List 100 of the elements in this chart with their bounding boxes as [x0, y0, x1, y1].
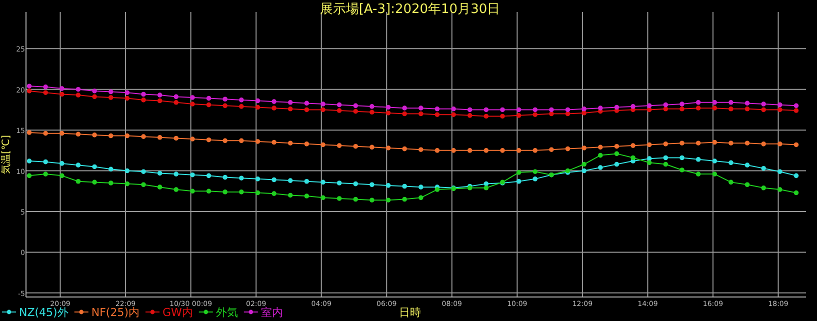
- point: [777, 187, 782, 192]
- point: [76, 92, 81, 98]
- point: [516, 113, 522, 118]
- point: [467, 148, 472, 153]
- point: [582, 168, 586, 174]
- point: [141, 98, 146, 102]
- point: [418, 184, 424, 190]
- point: [124, 133, 130, 138]
- point: [663, 155, 668, 160]
- point: [174, 100, 179, 105]
- point: [304, 178, 310, 184]
- point: [712, 140, 718, 145]
- point: [238, 138, 244, 144]
- x-axis-title: 日時: [399, 306, 421, 319]
- point: [288, 106, 293, 112]
- point: [370, 144, 374, 150]
- point: [418, 147, 424, 152]
- point: [157, 170, 162, 176]
- point: [174, 136, 179, 141]
- point: [336, 143, 342, 148]
- point: [582, 106, 586, 112]
- point: [222, 138, 228, 144]
- point: [255, 104, 260, 110]
- point: [386, 198, 391, 202]
- point: [467, 113, 472, 118]
- point: [386, 110, 391, 116]
- point: [402, 146, 407, 152]
- point: [353, 181, 358, 186]
- point: [532, 112, 538, 117]
- point: [728, 180, 734, 185]
- point: [402, 196, 407, 202]
- point: [60, 130, 64, 136]
- point: [451, 112, 456, 117]
- point: [43, 90, 48, 96]
- point: [680, 140, 684, 146]
- point: [320, 107, 326, 112]
- point: [794, 103, 799, 108]
- point: [532, 107, 538, 112]
- point: [92, 88, 97, 94]
- point: [370, 104, 374, 109]
- point: [663, 102, 668, 108]
- point: [663, 162, 668, 167]
- point: [141, 92, 146, 97]
- point: [598, 144, 603, 150]
- point: [108, 89, 114, 94]
- point: [157, 135, 162, 140]
- point: [582, 146, 586, 150]
- point: [696, 100, 701, 105]
- point: [777, 102, 782, 108]
- point: [26, 173, 32, 178]
- point: [418, 195, 424, 200]
- point: [696, 156, 701, 162]
- point: [238, 190, 244, 194]
- point: [320, 142, 326, 148]
- point: [696, 140, 701, 146]
- point: [206, 102, 212, 108]
- point: [238, 104, 244, 109]
- point: [288, 192, 293, 198]
- point: [108, 133, 114, 138]
- point: [777, 107, 782, 112]
- point: [92, 132, 97, 138]
- point: [696, 172, 701, 176]
- point: [761, 107, 766, 112]
- point: [272, 106, 276, 110]
- point: [614, 144, 620, 149]
- point: [646, 156, 652, 161]
- point: [598, 106, 603, 110]
- point: [353, 103, 358, 108]
- point: [304, 194, 310, 198]
- legend-label: 室内: [260, 306, 283, 319]
- point: [484, 114, 489, 119]
- point: [353, 108, 358, 114]
- point: [680, 106, 684, 112]
- point: [794, 142, 799, 148]
- point: [272, 99, 276, 104]
- point: [124, 90, 130, 96]
- legend-label: 外気: [216, 306, 238, 319]
- point: [320, 195, 326, 200]
- point: [206, 137, 212, 142]
- point: [744, 140, 750, 146]
- point: [663, 106, 668, 112]
- point: [434, 187, 440, 192]
- point: [516, 178, 522, 184]
- point: [402, 106, 407, 110]
- point: [516, 170, 522, 175]
- point: [157, 98, 162, 104]
- point: [174, 94, 179, 100]
- point: [646, 107, 652, 112]
- point: [744, 182, 750, 188]
- point: [549, 107, 554, 112]
- point: [434, 106, 440, 112]
- point: [712, 106, 718, 110]
- point: [630, 155, 636, 160]
- point: [108, 180, 114, 186]
- point: [516, 148, 522, 153]
- point: [60, 161, 64, 166]
- point: [304, 107, 310, 112]
- point: [60, 86, 64, 91]
- point: [272, 191, 276, 196]
- point: [761, 185, 766, 190]
